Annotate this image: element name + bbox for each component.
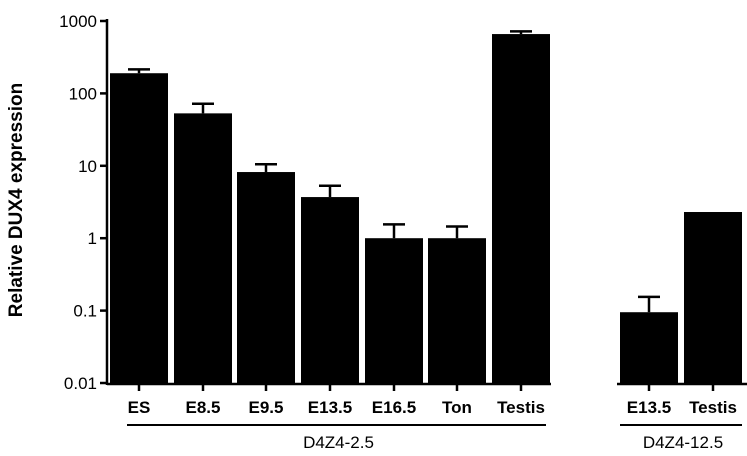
y-axis-title: Relative DUX4 expression [6, 83, 27, 317]
bar [428, 238, 486, 384]
y-tick-label: 10 [78, 157, 97, 176]
bar [365, 238, 423, 384]
x-category-label: Testis [689, 398, 737, 417]
x-category-label: Ton [442, 398, 472, 417]
y-tick-label: 1 [88, 229, 97, 248]
x-category-label: E9.5 [249, 398, 284, 417]
bar [684, 212, 742, 384]
x-category-label: ES [128, 398, 151, 417]
y-tick-label: 1000 [59, 12, 97, 31]
y-tick-label: 0.1 [73, 302, 97, 321]
axes-layer: 0.01 0.1 1 10 100 1000 ES E8.5 E9.5 E13.5 E16.5 Ton… [59, 12, 747, 452]
bar [492, 34, 550, 385]
x-category-label: E13.5 [627, 398, 671, 417]
group-label: D4Z4-2.5 [303, 433, 374, 452]
bar [174, 113, 232, 384]
bar [110, 73, 168, 385]
x-category-label: E16.5 [372, 398, 416, 417]
y-tick-label: 0.01 [64, 374, 97, 393]
x-category-label: E13.5 [308, 398, 352, 417]
y-tick-label: 100 [69, 84, 97, 103]
group-label: D4Z4-12.5 [643, 433, 723, 452]
bar [237, 172, 295, 384]
x-category-label: E8.5 [186, 398, 221, 417]
x-category-label: Testis [497, 398, 545, 417]
bars-layer [110, 30, 742, 385]
bar [620, 312, 678, 384]
bar [301, 197, 359, 384]
